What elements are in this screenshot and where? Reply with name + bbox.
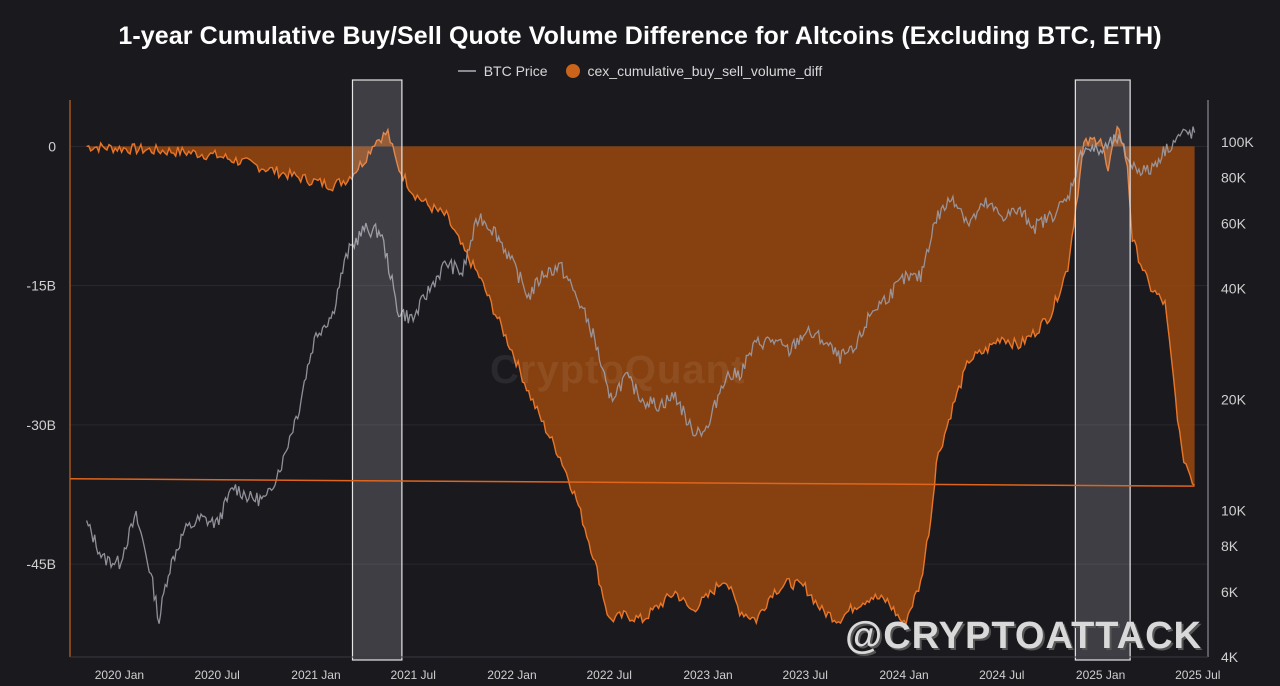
x-tick-label: 2022 Jul	[587, 668, 632, 682]
author-handle: @CRYPTOATTACK	[845, 615, 1202, 657]
watermark: CryptoQuant	[490, 348, 746, 392]
legend-line-swatch	[457, 70, 476, 72]
right-tick-label: 80K	[1221, 170, 1247, 186]
legend-label-volume-diff: cex_cumulative_buy_sell_volume_diff	[587, 63, 823, 79]
right-tick-label: 8K	[1221, 538, 1239, 554]
left-tick-label: 0	[48, 138, 56, 154]
x-tick-label: 2024 Jul	[979, 668, 1024, 682]
right-tick-label: 10K	[1221, 502, 1247, 518]
left-tick-label: -30B	[26, 417, 56, 433]
legend: BTC Price cex_cumulative_buy_sell_volume…	[0, 63, 1280, 79]
x-tick-label: 2024 Jan	[879, 668, 928, 682]
right-tick-label: 6K	[1221, 584, 1239, 600]
legend-dot-swatch	[565, 64, 580, 78]
area-volume-diff-edge	[86, 125, 1195, 626]
left-tick-label: -15B	[26, 278, 56, 294]
x-tick-label: 2025 Jan	[1076, 668, 1125, 682]
highlight-box	[1074, 79, 1131, 661]
x-tick-label: 2020 Jan	[95, 668, 144, 682]
x-tick-label: 2021 Jan	[291, 668, 340, 682]
area-volume-diff-fill	[86, 126, 1195, 624]
x-tick-label: 2025 Jul	[1175, 668, 1220, 682]
right-tick-label: 100K	[1221, 134, 1254, 150]
right-tick-label: 60K	[1221, 216, 1247, 232]
x-tick-label: 2023 Jan	[683, 668, 732, 682]
x-tick-label: 2020 Jul	[194, 668, 239, 682]
trendline	[69, 478, 1195, 487]
legend-item-btc-price[interactable]: BTC Price	[457, 63, 548, 79]
right-tick-label: 20K	[1221, 391, 1247, 407]
x-tick-label: 2021 Jul	[390, 668, 435, 682]
line-btc-price	[85, 126, 1196, 624]
x-tick-label: 2023 Jul	[783, 668, 828, 682]
x-tick-label: 2022 Jan	[487, 668, 536, 682]
legend-label-btc-price: BTC Price	[483, 63, 548, 79]
right-tick-label: 4K	[1221, 649, 1239, 665]
legend-item-volume-diff[interactable]: cex_cumulative_buy_sell_volume_diff	[565, 63, 823, 79]
highlight-box	[351, 79, 403, 661]
left-tick-label: -45B	[26, 556, 56, 572]
right-tick-label: 40K	[1221, 281, 1247, 297]
chart-title: 1-year Cumulative Buy/Sell Quote Volume …	[118, 22, 1162, 50]
